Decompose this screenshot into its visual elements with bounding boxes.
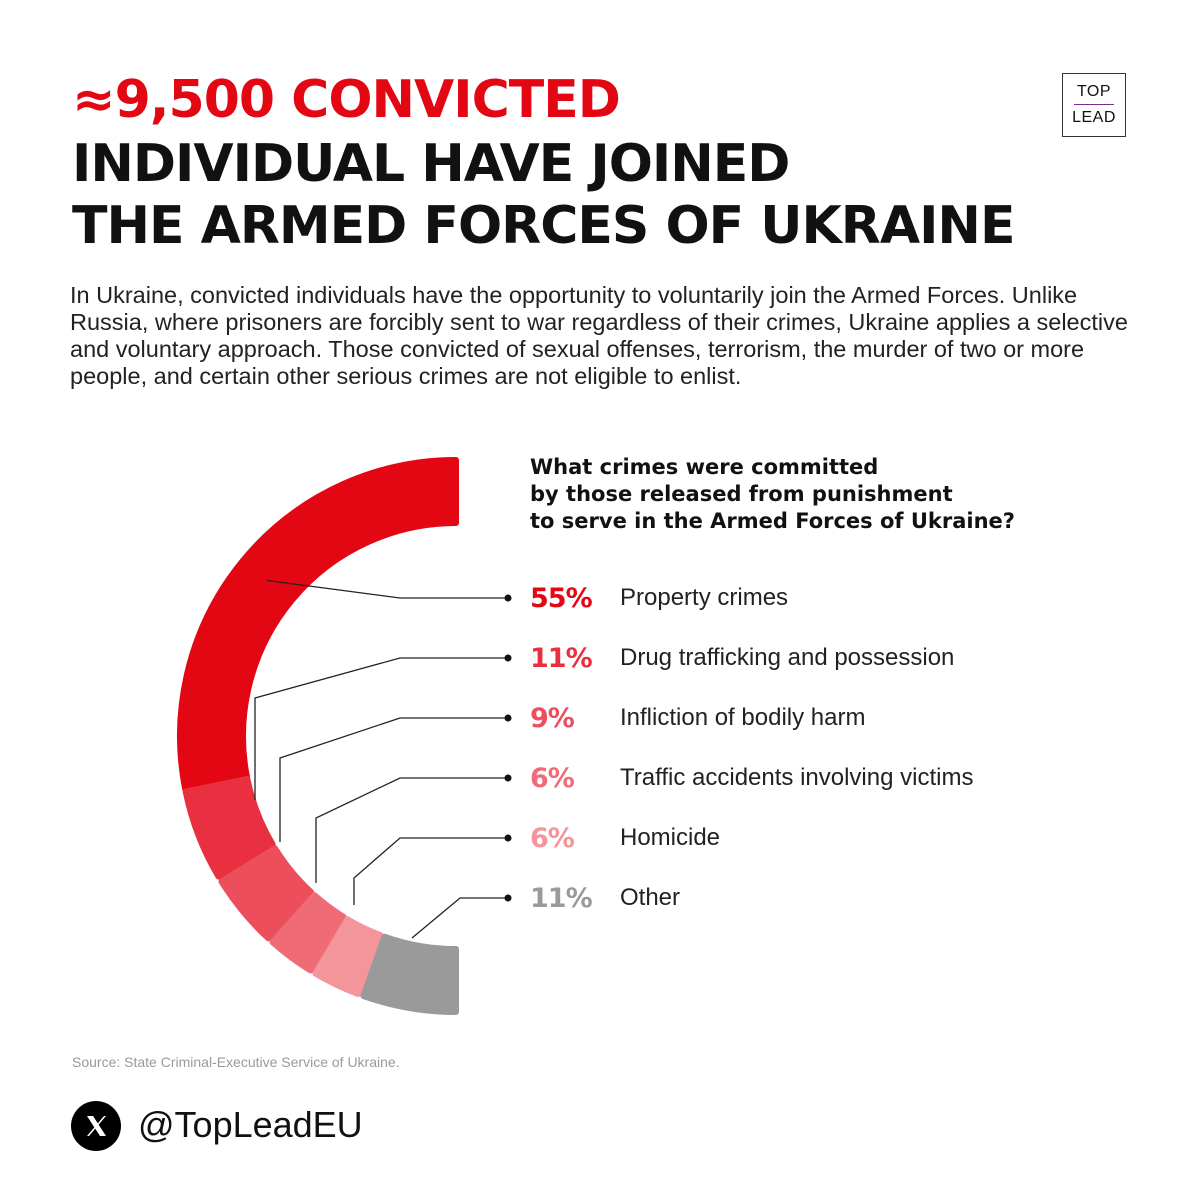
source-note: Source: State Criminal-Executive Service… <box>72 1054 400 1070</box>
logo-divider <box>1074 104 1114 105</box>
legend-label: Traffic accidents involving victims <box>620 764 974 791</box>
donut-slice-5 <box>312 916 384 998</box>
chart-title: What crimes were committed by those rele… <box>530 454 1130 535</box>
legend-percent: 11% <box>530 882 593 914</box>
intro-paragraph: In Ukraine, convicted individuals have t… <box>70 282 1128 389</box>
legend-percent: 6% <box>530 822 575 854</box>
donut-slice-6 <box>360 933 459 1015</box>
legend-label: Homicide <box>620 824 721 851</box>
leader-dot-1 <box>504 594 512 602</box>
legend-item: 11% Drug trafficking and possession <box>530 640 954 676</box>
donut-slice-4 <box>269 892 347 974</box>
leader-line-2 <box>254 657 506 800</box>
leader-dot-3 <box>504 714 512 722</box>
legend-percent: 11% <box>530 642 593 674</box>
leader-dot-2 <box>504 654 512 662</box>
toplead-logo: TOP LEAD <box>1062 73 1126 137</box>
legend-item: 11% Other <box>530 880 680 916</box>
legend-item: 6% Traffic accidents involving victims <box>530 760 973 796</box>
leader-line-5 <box>353 837 506 905</box>
chart-title-line-2: by those released from punishment <box>530 482 953 506</box>
leader-line-6 <box>411 897 506 939</box>
logo-top-text: TOP <box>1076 83 1112 100</box>
title-line-2: INDIVIDUAL HAVE JOINED <box>72 134 790 194</box>
legend-label: Property crimes <box>620 584 789 611</box>
legend-percent: 6% <box>530 762 575 794</box>
leader-line-1 <box>267 579 506 599</box>
legend-label: Drug trafficking and possession <box>620 644 955 671</box>
leader-line-3 <box>279 717 506 842</box>
x-logo-icon <box>71 1101 121 1151</box>
social-handle[interactable]: @TopLeadEU <box>138 1104 363 1145</box>
legend-item: 9% Infliction of bodily harm <box>530 700 865 736</box>
legend-percent: 55% <box>530 582 593 614</box>
leader-line-4 <box>315 777 506 883</box>
legend-percent: 9% <box>530 702 575 734</box>
chart-title-line-3: to serve in the Armed Forces of Ukraine? <box>530 509 1015 533</box>
legend-item: 6% Homicide <box>530 820 720 856</box>
legend-label: Infliction of bodily harm <box>620 704 866 731</box>
title-line-3: THE ARMED FORCES OF UKRAINE <box>72 196 1015 256</box>
leader-dot-6 <box>504 894 512 902</box>
chart-title-line-1: What crimes were committed <box>530 455 879 479</box>
donut-slice-1 <box>177 457 459 792</box>
donut-slice-2 <box>182 775 276 880</box>
donut-slice-3 <box>218 845 315 942</box>
title-highlight: ≈9,500 CONVICTED <box>72 70 621 130</box>
leader-dot-4 <box>504 774 512 782</box>
logo-bottom-text: LEAD <box>1072 109 1116 126</box>
leader-dot-5 <box>504 834 512 842</box>
legend-item: 55% Property crimes <box>530 580 788 616</box>
legend-label: Other <box>620 884 681 911</box>
